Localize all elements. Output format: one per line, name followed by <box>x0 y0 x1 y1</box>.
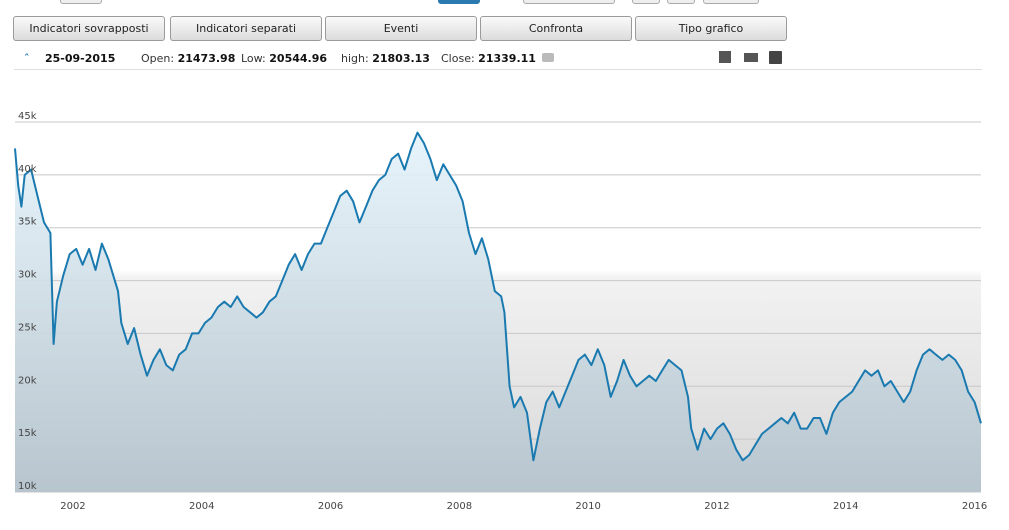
button[interactable]: Tipo grafico <box>635 16 787 41</box>
button[interactable] <box>667 0 695 4</box>
value: 20544.96 <box>269 52 328 65</box>
y-tick-label: 35k <box>18 217 37 228</box>
label: Open: <box>141 52 175 65</box>
y-tick-label: 45k <box>18 111 37 122</box>
button[interactable] <box>632 0 660 4</box>
x-tick-label: 2002 <box>60 501 85 512</box>
value: 21339.11 <box>478 52 536 65</box>
label: Close: <box>441 52 475 65</box>
y-tick-label: 10k <box>18 481 37 492</box>
comment-icon[interactable] <box>542 53 554 62</box>
x-tick-label: 2010 <box>575 501 600 512</box>
area <box>15 132 981 492</box>
separator <box>14 69 982 70</box>
y-tick-label: 40k <box>18 164 37 175</box>
value: 21473.98 <box>177 52 236 65</box>
info-bar: ˆ 25-09-2015 Open: 21473.98 Low: 20544.9… <box>0 52 1009 68</box>
line <box>14 131 982 462</box>
x-tick-label: 2008 <box>447 501 472 512</box>
value: 21803.13 <box>372 52 430 65</box>
button[interactable] <box>703 0 759 4</box>
x-tick-label: 2004 <box>189 501 214 512</box>
button[interactable]: Indicatori sovrapposti <box>13 16 165 41</box>
button[interactable] <box>60 0 102 4</box>
button[interactable]: Indicatori separati <box>170 16 322 41</box>
label: high: <box>341 52 369 65</box>
y-tick-label: 15k <box>18 428 37 439</box>
print-icon[interactable] <box>744 53 758 62</box>
button[interactable] <box>438 0 480 4</box>
button[interactable]: Eventi <box>325 16 477 41</box>
x-tick-label: 2014 <box>833 501 858 512</box>
y-tick-label: 30k <box>18 270 37 281</box>
button[interactable]: Confronta <box>480 16 632 41</box>
x-tick-label: 2012 <box>704 501 729 512</box>
date: 25-09-2015 <box>45 52 116 65</box>
y-tick-label: 20k <box>18 375 37 386</box>
save-icon[interactable] <box>769 51 782 64</box>
label: Low: <box>241 52 266 65</box>
input[interactable] <box>523 0 615 4</box>
collapse-caret[interactable]: ˆ <box>24 52 30 65</box>
x-tick-label: 2006 <box>318 501 343 512</box>
y-tick-label: 25k <box>18 322 37 333</box>
x-tick-label: 2016 <box>962 501 987 512</box>
expand-icon[interactable] <box>719 51 731 63</box>
